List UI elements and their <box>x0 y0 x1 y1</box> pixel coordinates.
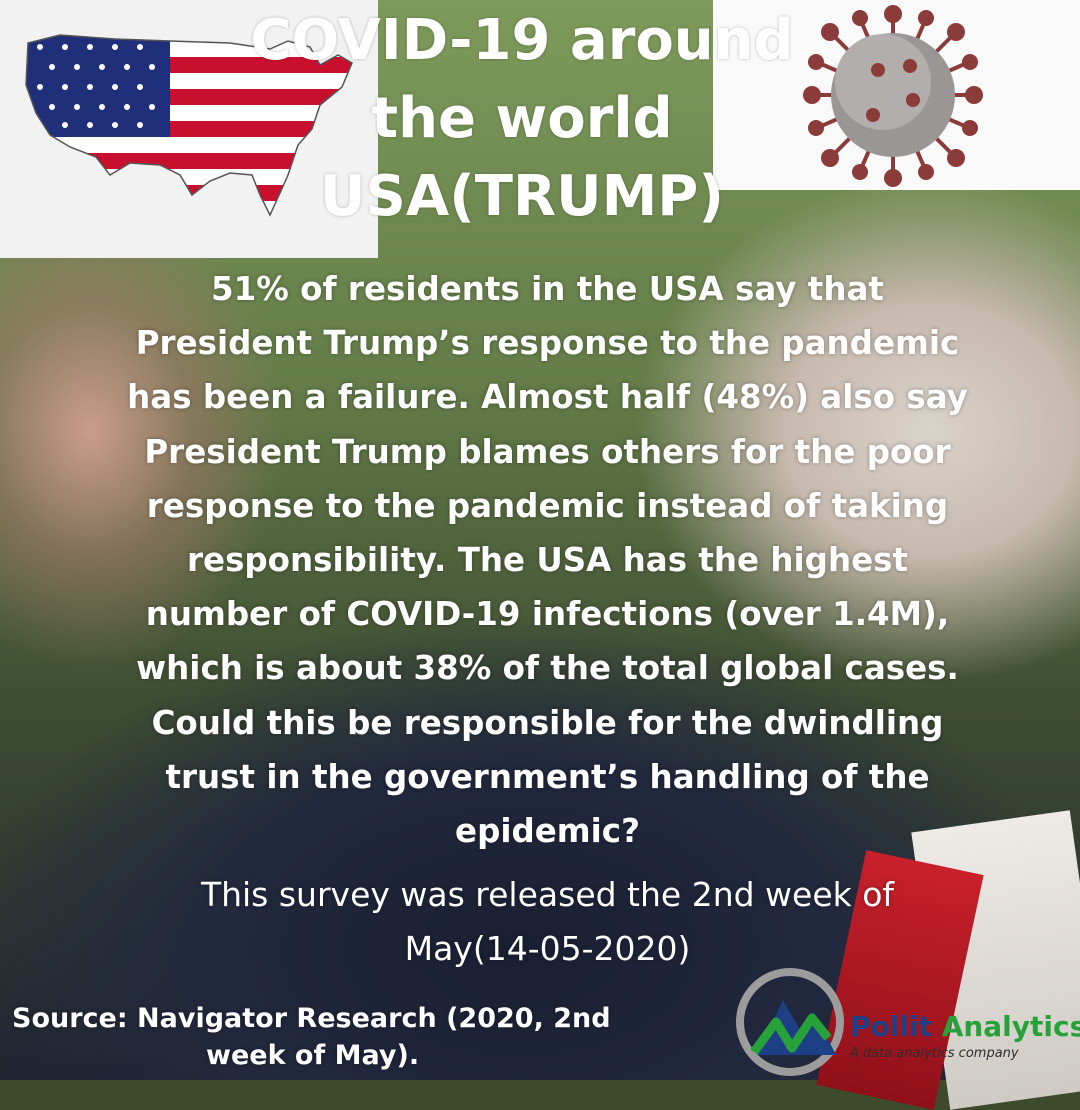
survey-line: This survey was released the 2nd week of <box>200 875 895 914</box>
brand-name-part1: Pollit <box>850 1010 932 1043</box>
body-line: 51% of residents in the USA say that <box>211 270 884 308</box>
usa-flag-map-icon <box>25 34 353 217</box>
brand-name: Pollit Analytics <box>850 1010 1080 1043</box>
title-line: the world <box>371 86 673 151</box>
coronavirus-panel <box>713 0 1080 190</box>
survey-line: May(14-05-2020) <box>404 929 691 968</box>
body-line: number of COVID-19 infections (over 1.4M… <box>145 595 950 634</box>
source-line: week of May). <box>206 1040 420 1071</box>
body-line: Could this be responsible for the dwindl… <box>151 703 944 742</box>
pollit-logo-icon <box>736 968 844 1076</box>
brand-tagline: A data analytics company <box>850 1046 1019 1061</box>
body-line: epidemic? <box>455 812 640 851</box>
title-line: USA(TRUMP) <box>320 164 724 229</box>
body-line: response to the pandemic instead of taki… <box>146 486 949 525</box>
body-line: President Trump blames others for the po… <box>144 432 951 471</box>
coronavirus-icon <box>803 5 983 187</box>
title-line: COVID-19 around <box>250 8 794 73</box>
usa-flag-map-panel <box>0 0 378 258</box>
body-line: trust in the government’s handling of th… <box>165 757 930 796</box>
pollit-analytics-logo: Pollit Analytics A data analytics compan… <box>728 960 1080 1080</box>
source-line: Source: Navigator Research (2020, 2nd <box>12 1003 611 1034</box>
body-line: responsibility. The USA has the highest <box>187 541 908 580</box>
page-title: COVID-19 around the world USA(TRUMP) <box>200 2 844 236</box>
body-line: which is about 38% of the total global c… <box>136 649 959 688</box>
brand-name-part2: Analytics <box>941 1010 1080 1043</box>
body-line: President Trump’s response to the pandem… <box>135 324 960 363</box>
source-citation: Source: Navigator Research (2020, 2nd we… <box>12 1000 652 1074</box>
body-line: has been a failure. Almost half (48%) al… <box>127 378 968 417</box>
survey-release-note: This survey was released the 2nd week of… <box>60 868 1035 976</box>
survey-summary-paragraph: 51% of residents in the USA say that Pre… <box>60 262 1035 858</box>
